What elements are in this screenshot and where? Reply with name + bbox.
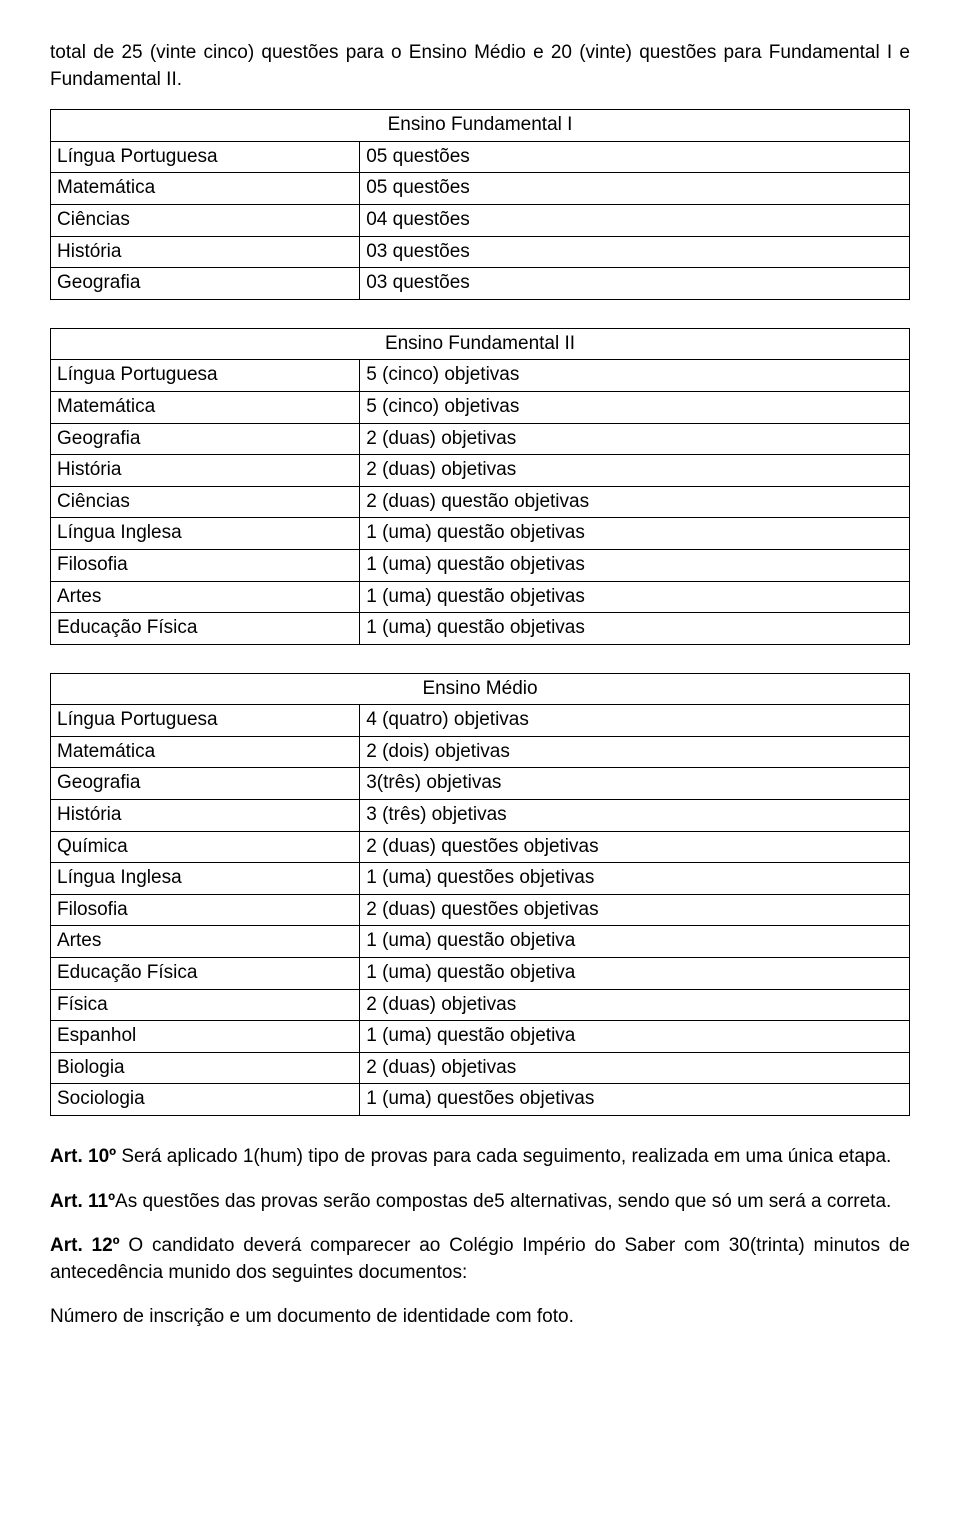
table1-header: Ensino Fundamental I (51, 110, 910, 142)
table-cell: Química (51, 831, 360, 863)
table-cell: Espanhol (51, 1021, 360, 1053)
table-cell: 2 (duas) questões objetivas (360, 831, 910, 863)
table-cell: 5 (cinco) objetivas (360, 360, 910, 392)
table-cell: 2 (duas) objetivas (360, 1052, 910, 1084)
table-cell: 1 (uma) questão objetiva (360, 1021, 910, 1053)
table-cell: História (51, 236, 360, 268)
table-cell: Língua Portuguesa (51, 360, 360, 392)
art10-text: Será aplicado 1(hum) tipo de provas para… (116, 1146, 891, 1167)
table-cell: 03 questões (360, 268, 910, 300)
art12-text: O candidato deverá comparecer ao Colégio… (50, 1235, 910, 1283)
table-cell: Matemática (51, 391, 360, 423)
table-cell: 2 (dois) objetivas (360, 736, 910, 768)
table-cell: Educação Física (51, 958, 360, 990)
table-cell: 5 (cinco) objetivas (360, 391, 910, 423)
table-cell: Língua Portuguesa (51, 705, 360, 737)
article-12: Art. 12º O candidato deverá comparecer a… (50, 1233, 910, 1286)
table-cell: 3 (três) objetivas (360, 800, 910, 832)
table-cell: 2 (duas) questão objetivas (360, 486, 910, 518)
table-cell: História (51, 800, 360, 832)
table3-header: Ensino Médio (51, 673, 910, 705)
table-cell: Educação Física (51, 613, 360, 645)
table-cell: Física (51, 989, 360, 1021)
table-cell: Artes (51, 926, 360, 958)
table-cell: Biologia (51, 1052, 360, 1084)
table-cell: 4 (quatro) objetivas (360, 705, 910, 737)
table-cell: História (51, 455, 360, 487)
table-cell: 1 (uma) questão objetivas (360, 613, 910, 645)
table-cell: Matemática (51, 736, 360, 768)
table-cell: Geografia (51, 768, 360, 800)
art12-label: Art. 12º (50, 1235, 120, 1256)
final-text: Número de inscrição e um documento de id… (50, 1304, 910, 1331)
table-cell: 2 (duas) objetivas (360, 423, 910, 455)
table-cell: Ciências (51, 204, 360, 236)
table-cell: Ciências (51, 486, 360, 518)
table-cell: Matemática (51, 173, 360, 205)
table-cell: 1 (uma) questão objetivas (360, 581, 910, 613)
table-cell: 1 (uma) questão objetivas (360, 518, 910, 550)
table-cell: 2 (duas) objetivas (360, 989, 910, 1021)
table-cell: 1 (uma) questões objetivas (360, 1084, 910, 1116)
article-11: Art. 11ºAs questões das provas serão com… (50, 1189, 910, 1216)
table-cell: Filosofia (51, 894, 360, 926)
table-cell: 1 (uma) questão objetiva (360, 926, 910, 958)
table-cell: Geografia (51, 423, 360, 455)
art11-label: Art. 11º (50, 1191, 115, 1212)
table-cell: 2 (duas) objetivas (360, 455, 910, 487)
table-cell: 05 questões (360, 141, 910, 173)
table-cell: Língua Inglesa (51, 518, 360, 550)
art11-text: As questões das provas serão compostas d… (115, 1191, 891, 1212)
table-cell: Geografia (51, 268, 360, 300)
table-cell: 05 questões (360, 173, 910, 205)
art10-label: Art. 10º (50, 1146, 116, 1167)
table-cell: Língua Inglesa (51, 863, 360, 895)
table-cell: 03 questões (360, 236, 910, 268)
table-cell: 1 (uma) questão objetiva (360, 958, 910, 990)
table2-header: Ensino Fundamental II (51, 328, 910, 360)
intro-text: total de 25 (vinte cinco) questões para … (50, 40, 910, 93)
table-cell: 04 questões (360, 204, 910, 236)
table-cell: Artes (51, 581, 360, 613)
table-cell: 3(três) objetivas (360, 768, 910, 800)
table-cell: Sociologia (51, 1084, 360, 1116)
article-10: Art. 10º Será aplicado 1(hum) tipo de pr… (50, 1144, 910, 1171)
table-cell: Língua Portuguesa (51, 141, 360, 173)
table-fundamental-1: Ensino Fundamental I Língua Portuguesa05… (50, 109, 910, 300)
table-medio: Ensino Médio Língua Portuguesa4 (quatro)… (50, 673, 910, 1116)
table-fundamental-2: Ensino Fundamental II Língua Portuguesa5… (50, 328, 910, 645)
table-cell: 1 (uma) questão objetivas (360, 549, 910, 581)
table-cell: 1 (uma) questões objetivas (360, 863, 910, 895)
table-cell: Filosofia (51, 549, 360, 581)
table-cell: 2 (duas) questões objetivas (360, 894, 910, 926)
